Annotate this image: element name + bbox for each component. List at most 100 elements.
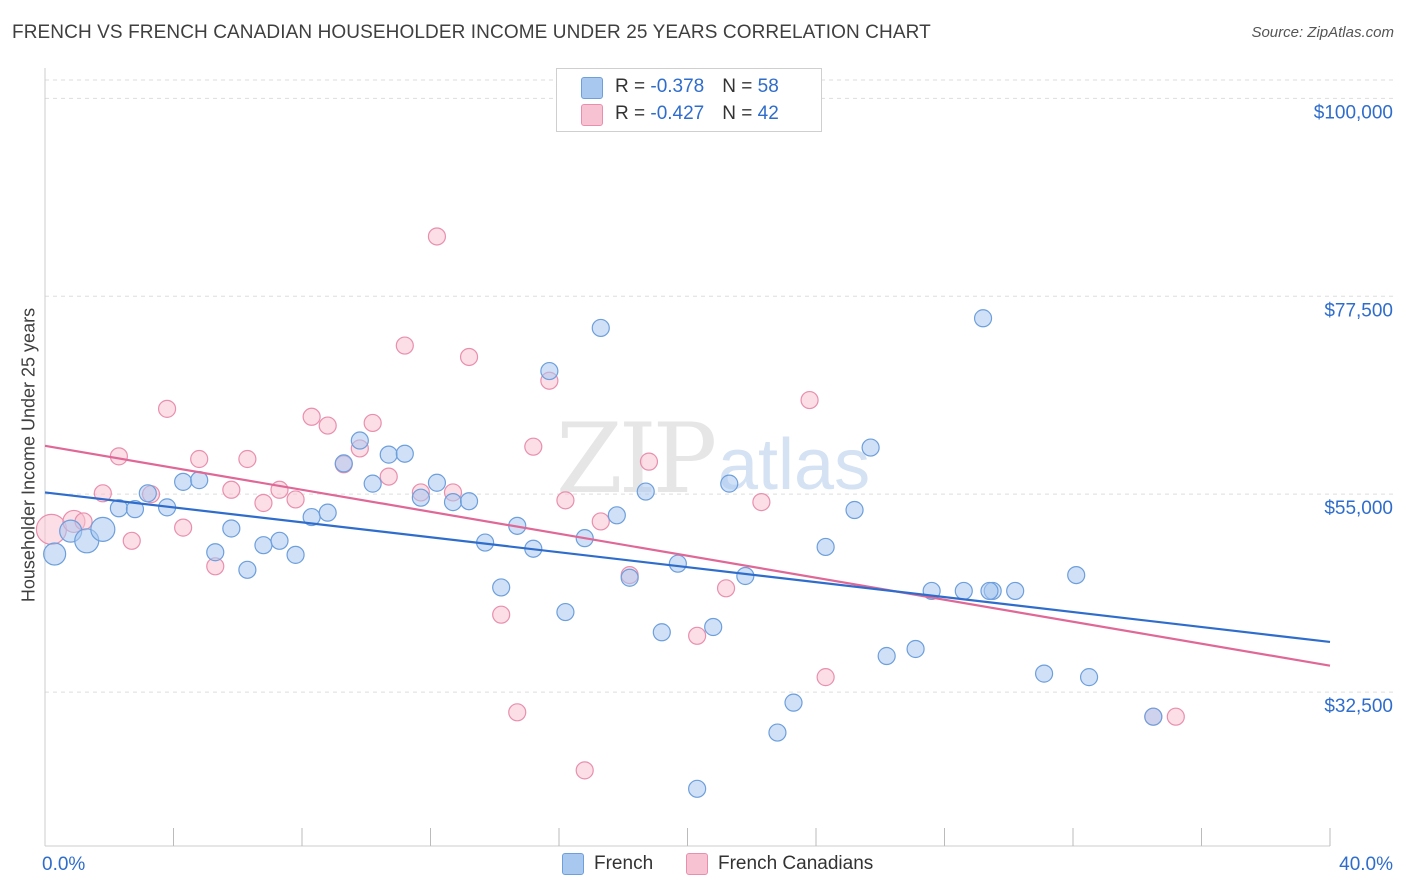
french-point bbox=[174, 472, 193, 491]
french-canadians-point bbox=[174, 518, 193, 537]
french-canadians-point bbox=[157, 399, 177, 418]
french-point bbox=[334, 454, 353, 473]
canadian-r-label: R = bbox=[615, 103, 651, 124]
french-point bbox=[254, 536, 273, 555]
french-r-label: R = bbox=[615, 76, 651, 97]
source-credit: Source: ZipAtlas.com bbox=[1251, 24, 1394, 41]
watermark-atlas: atlas bbox=[718, 425, 870, 505]
correlation-legend: R = -0.378 N = 58 R = -0.427 N = 42 bbox=[556, 68, 822, 132]
french-canadians-point bbox=[427, 227, 447, 246]
french-canadians-point bbox=[816, 668, 835, 687]
french-point bbox=[620, 568, 639, 587]
french-point bbox=[845, 500, 864, 520]
french-point bbox=[222, 519, 241, 538]
french-point bbox=[704, 617, 723, 637]
french-point bbox=[556, 602, 575, 622]
french-point bbox=[973, 309, 993, 328]
french-point bbox=[954, 581, 973, 601]
french-point bbox=[1079, 668, 1099, 687]
french-canadians-point bbox=[492, 605, 511, 624]
y-tick-label: $77,500 bbox=[1324, 300, 1393, 321]
french-point bbox=[652, 623, 671, 642]
french-canadians-swatch bbox=[581, 104, 603, 126]
french-point bbox=[443, 492, 463, 512]
french-point bbox=[1034, 664, 1054, 683]
french-point bbox=[492, 578, 511, 597]
y-axis-label: Householder Income Under 25 years bbox=[18, 307, 39, 603]
french-point bbox=[363, 474, 382, 493]
french-point bbox=[688, 779, 707, 798]
french-point bbox=[206, 543, 225, 562]
french-point bbox=[768, 723, 787, 742]
gridlines bbox=[45, 79, 1393, 693]
french-canadians-trend-line bbox=[44, 444, 1331, 667]
french-point bbox=[395, 444, 414, 463]
french-canadians-point bbox=[122, 531, 141, 550]
trend-lines bbox=[44, 444, 1331, 667]
french-point bbox=[459, 492, 479, 511]
y-tick-label: $100,000 bbox=[1314, 102, 1393, 123]
french-canadians-point bbox=[286, 490, 305, 509]
canadian-r-value: -0.427 bbox=[650, 103, 705, 124]
tick-labels: $32,500 $55,000 $77,500 $100,000 0.0% 40.0% bbox=[42, 102, 1393, 875]
french-canadians-point bbox=[302, 407, 321, 426]
y-tick-label: $55,000 bbox=[1324, 498, 1393, 519]
french-point bbox=[270, 531, 289, 550]
french-canadians-point bbox=[1166, 707, 1185, 726]
french-canadians-point bbox=[459, 347, 479, 367]
french-canadians-point bbox=[716, 579, 736, 598]
french-canadians-point bbox=[318, 416, 337, 435]
series-french-canadians bbox=[35, 227, 1185, 780]
french-canadians-point bbox=[639, 452, 659, 471]
french-point bbox=[318, 503, 337, 522]
x-tick-label-min: 0.0% bbox=[42, 854, 85, 875]
y-tick-label: $32,500 bbox=[1324, 696, 1393, 717]
french-point bbox=[720, 474, 739, 493]
french-canadians-point bbox=[379, 467, 398, 486]
french-legend-swatch bbox=[562, 853, 584, 875]
french-canadians-point bbox=[508, 703, 527, 722]
french-swatch bbox=[581, 77, 603, 99]
french-canadians-legend-label: French Canadians bbox=[718, 853, 874, 874]
french-point bbox=[379, 445, 398, 464]
french-point bbox=[906, 639, 925, 659]
french-canadians-point bbox=[363, 413, 382, 433]
french-point bbox=[238, 560, 257, 579]
french-canadians-legend-swatch bbox=[686, 853, 708, 875]
french-canadians-point bbox=[800, 390, 819, 410]
french-canadians-point bbox=[688, 626, 707, 645]
french-canadians-point bbox=[222, 480, 241, 499]
french-point bbox=[125, 500, 145, 519]
french-point bbox=[668, 554, 687, 573]
french-point bbox=[138, 484, 157, 503]
french-canadians-point bbox=[575, 761, 594, 780]
french-canadians-point bbox=[556, 491, 575, 510]
french-canadians-point bbox=[524, 437, 543, 456]
french-point bbox=[411, 488, 430, 507]
series-french bbox=[43, 309, 1163, 798]
axes bbox=[44, 68, 1331, 847]
french-point bbox=[427, 473, 447, 492]
french-point bbox=[591, 318, 610, 338]
french-point bbox=[736, 566, 755, 586]
french-point bbox=[286, 545, 305, 564]
french-canadians-point bbox=[395, 336, 414, 355]
french-point bbox=[816, 537, 835, 557]
french-canadians-point bbox=[190, 449, 209, 469]
french-point bbox=[636, 482, 655, 501]
french-trend-line bbox=[44, 491, 1331, 644]
french-point bbox=[861, 438, 880, 457]
french-point bbox=[607, 506, 626, 525]
french-canadians-point bbox=[238, 449, 257, 469]
french-point bbox=[1006, 581, 1025, 601]
french-n-label: N = bbox=[722, 76, 758, 97]
watermark: ZIP atlas bbox=[556, 403, 870, 515]
french-point bbox=[980, 581, 999, 601]
french-r-value: -0.378 bbox=[650, 76, 705, 97]
french-point bbox=[784, 693, 803, 712]
french-canadians-point bbox=[591, 512, 610, 531]
french-n-value: 58 bbox=[757, 76, 779, 97]
french-point bbox=[1144, 707, 1163, 726]
watermark-zip: ZIP bbox=[556, 403, 715, 515]
